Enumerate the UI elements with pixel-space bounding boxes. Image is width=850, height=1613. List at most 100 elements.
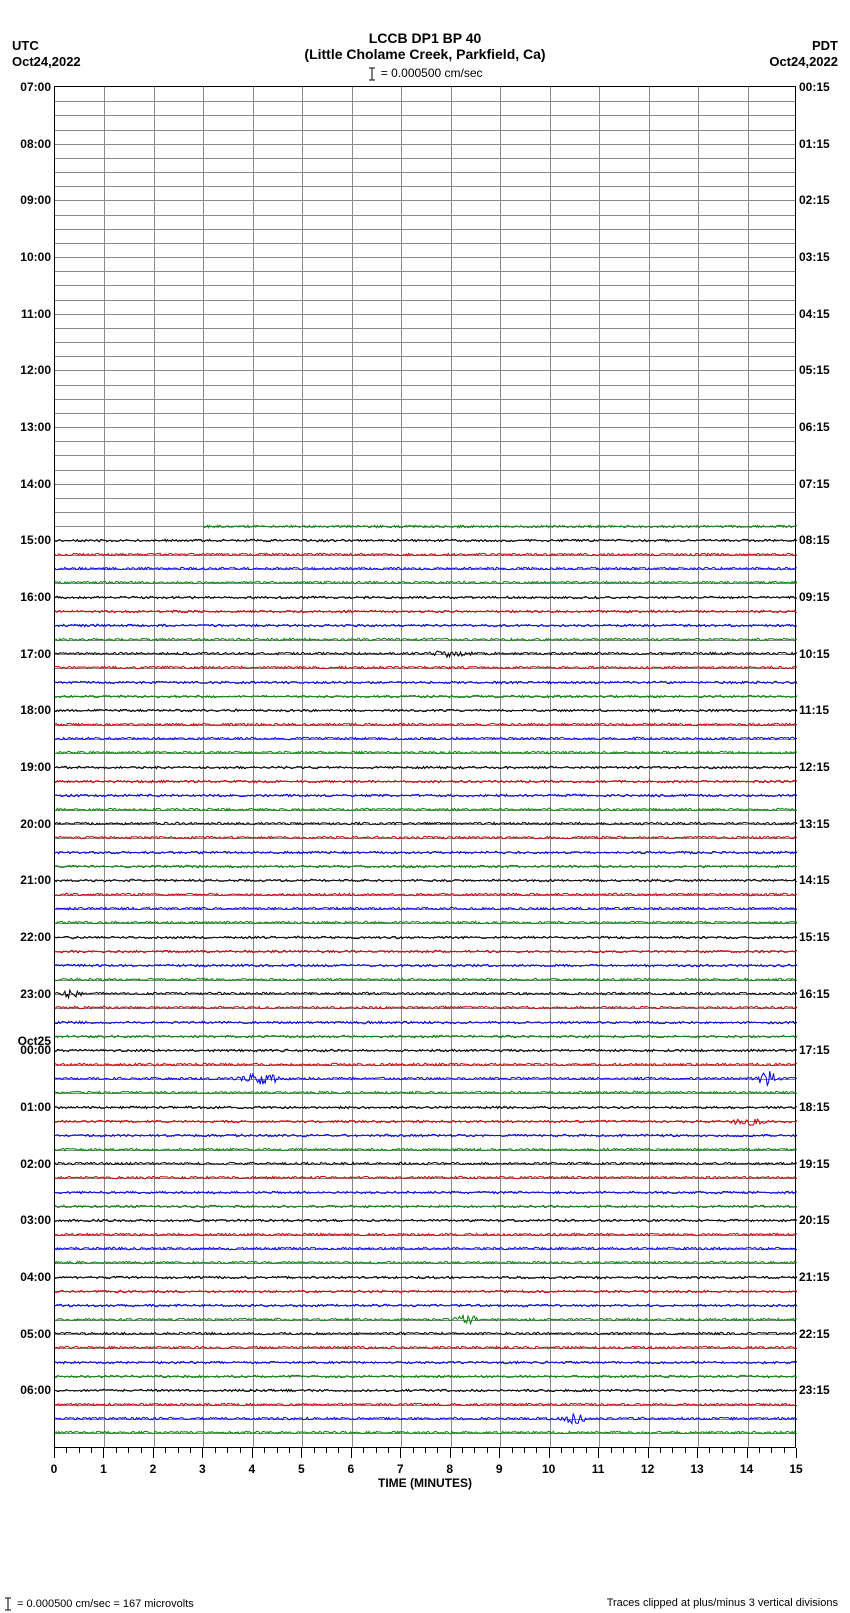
x-tick-minor — [462, 1448, 463, 1453]
grid-line-h — [55, 455, 795, 456]
x-tick-minor — [240, 1448, 241, 1453]
x-tick-minor — [338, 1448, 339, 1453]
time-label-left: 07:00 — [20, 80, 51, 94]
grid-line-h — [55, 158, 795, 159]
x-tick-minor — [91, 1448, 92, 1453]
grid-line-h — [55, 314, 795, 315]
x-tick-minor — [190, 1448, 191, 1453]
grid-line-h — [55, 200, 795, 201]
x-tick-label: 9 — [496, 1462, 503, 1476]
seismogram-container: UTC Oct24,2022 PDT Oct24,2022 LCCB DP1 B… — [0, 0, 850, 1613]
grid-line-h — [55, 144, 795, 145]
x-tick-major — [549, 1448, 550, 1458]
time-label-left: 18:00 — [20, 703, 51, 717]
grid-line-h — [55, 115, 795, 116]
x-tick-minor — [685, 1448, 686, 1453]
x-tick-minor — [79, 1448, 80, 1453]
time-label-left: 11:00 — [21, 307, 51, 321]
time-label-left: 20:00 — [20, 817, 51, 831]
grid-line-h — [55, 130, 795, 131]
x-tick-major — [202, 1448, 203, 1458]
x-tick-minor — [734, 1448, 735, 1453]
x-tick-minor — [672, 1448, 673, 1453]
grid-line-h — [55, 441, 795, 442]
time-label-right: 05:15 — [799, 363, 830, 377]
scale-info: = 0.000500 cm/sec — [0, 62, 850, 82]
x-tick-major — [400, 1448, 401, 1458]
scale-text: = 0.000500 cm/sec — [381, 66, 483, 80]
x-tick-major — [450, 1448, 451, 1458]
grid-line-h — [55, 328, 795, 329]
time-label-right: 16:15 — [799, 987, 830, 1001]
x-tick-minor — [178, 1448, 179, 1453]
x-tick-label: 11 — [592, 1462, 605, 1476]
time-label-left: 02:00 — [20, 1157, 51, 1171]
x-tick-major — [598, 1448, 599, 1458]
x-tick-label: 7 — [397, 1462, 404, 1476]
time-label-left: 17:00 — [20, 647, 51, 661]
x-tick-minor — [264, 1448, 265, 1453]
scale-bar-icon — [367, 66, 377, 82]
time-label-left: 04:00 — [20, 1270, 51, 1284]
x-tick-label: 6 — [347, 1462, 354, 1476]
x-tick-major — [54, 1448, 55, 1458]
x-tick-label: 1 — [100, 1462, 107, 1476]
time-label-left: 09:00 — [20, 193, 51, 207]
x-tick-minor — [512, 1448, 513, 1453]
time-label-right: 02:15 — [799, 193, 830, 207]
time-label-left: 03:00 — [20, 1213, 51, 1227]
grid-line-h — [55, 101, 795, 102]
x-tick-minor — [623, 1448, 624, 1453]
time-label-right: 21:15 — [799, 1270, 830, 1284]
x-tick-minor — [141, 1448, 142, 1453]
x-tick-minor — [413, 1448, 414, 1453]
x-tick-minor — [326, 1448, 327, 1453]
scale-bar-icon — [2, 1597, 14, 1611]
x-tick-minor — [314, 1448, 315, 1453]
x-tick-minor — [611, 1448, 612, 1453]
x-tick-minor — [709, 1448, 710, 1453]
grid-line-h — [55, 243, 795, 244]
x-tick-label: 2 — [150, 1462, 157, 1476]
time-label-right: 08:15 — [799, 533, 830, 547]
x-tick-major — [301, 1448, 302, 1458]
time-label-right: 14:15 — [799, 873, 830, 887]
grid-line-h — [55, 285, 795, 286]
x-tick-major — [103, 1448, 104, 1458]
x-tick-minor — [524, 1448, 525, 1453]
grid-line-h — [55, 229, 795, 230]
time-label-right: 23:15 — [799, 1383, 830, 1397]
x-tick-label: 15 — [789, 1462, 802, 1476]
x-tick-label: 0 — [51, 1462, 58, 1476]
time-label-right: 17:15 — [799, 1043, 830, 1057]
time-label-right: 03:15 — [799, 250, 830, 264]
x-tick-minor — [722, 1448, 723, 1453]
x-tick-minor — [128, 1448, 129, 1453]
grid-line-h — [55, 413, 795, 414]
grid-line-h — [55, 385, 795, 386]
x-tick-minor — [363, 1448, 364, 1453]
x-tick-minor — [165, 1448, 166, 1453]
x-tick-minor — [66, 1448, 67, 1453]
plot-area: 07:0008:0009:0010:0011:0012:0013:0014:00… — [54, 86, 796, 1448]
grid-line-h — [55, 370, 795, 371]
x-tick-minor — [536, 1448, 537, 1453]
time-label-left: 16:00 — [20, 590, 51, 604]
time-label-right: 01:15 — [799, 137, 830, 151]
x-tick-minor — [573, 1448, 574, 1453]
x-tick-major — [747, 1448, 748, 1458]
grid-line-h — [55, 342, 795, 343]
x-tick-major — [252, 1448, 253, 1458]
time-label-left: 06:00 — [20, 1383, 51, 1397]
time-label-left: 22:00 — [20, 930, 51, 944]
x-tick-minor — [474, 1448, 475, 1453]
x-tick-label: 10 — [542, 1462, 555, 1476]
x-tick-major — [697, 1448, 698, 1458]
x-tick-minor — [215, 1448, 216, 1453]
time-label-right: 22:15 — [799, 1327, 830, 1341]
x-tick-minor — [425, 1448, 426, 1453]
x-tick-minor — [437, 1448, 438, 1453]
x-tick-label: 8 — [446, 1462, 453, 1476]
time-label-right: 18:15 — [799, 1100, 830, 1114]
left-timezone-label: UTC — [12, 38, 39, 53]
